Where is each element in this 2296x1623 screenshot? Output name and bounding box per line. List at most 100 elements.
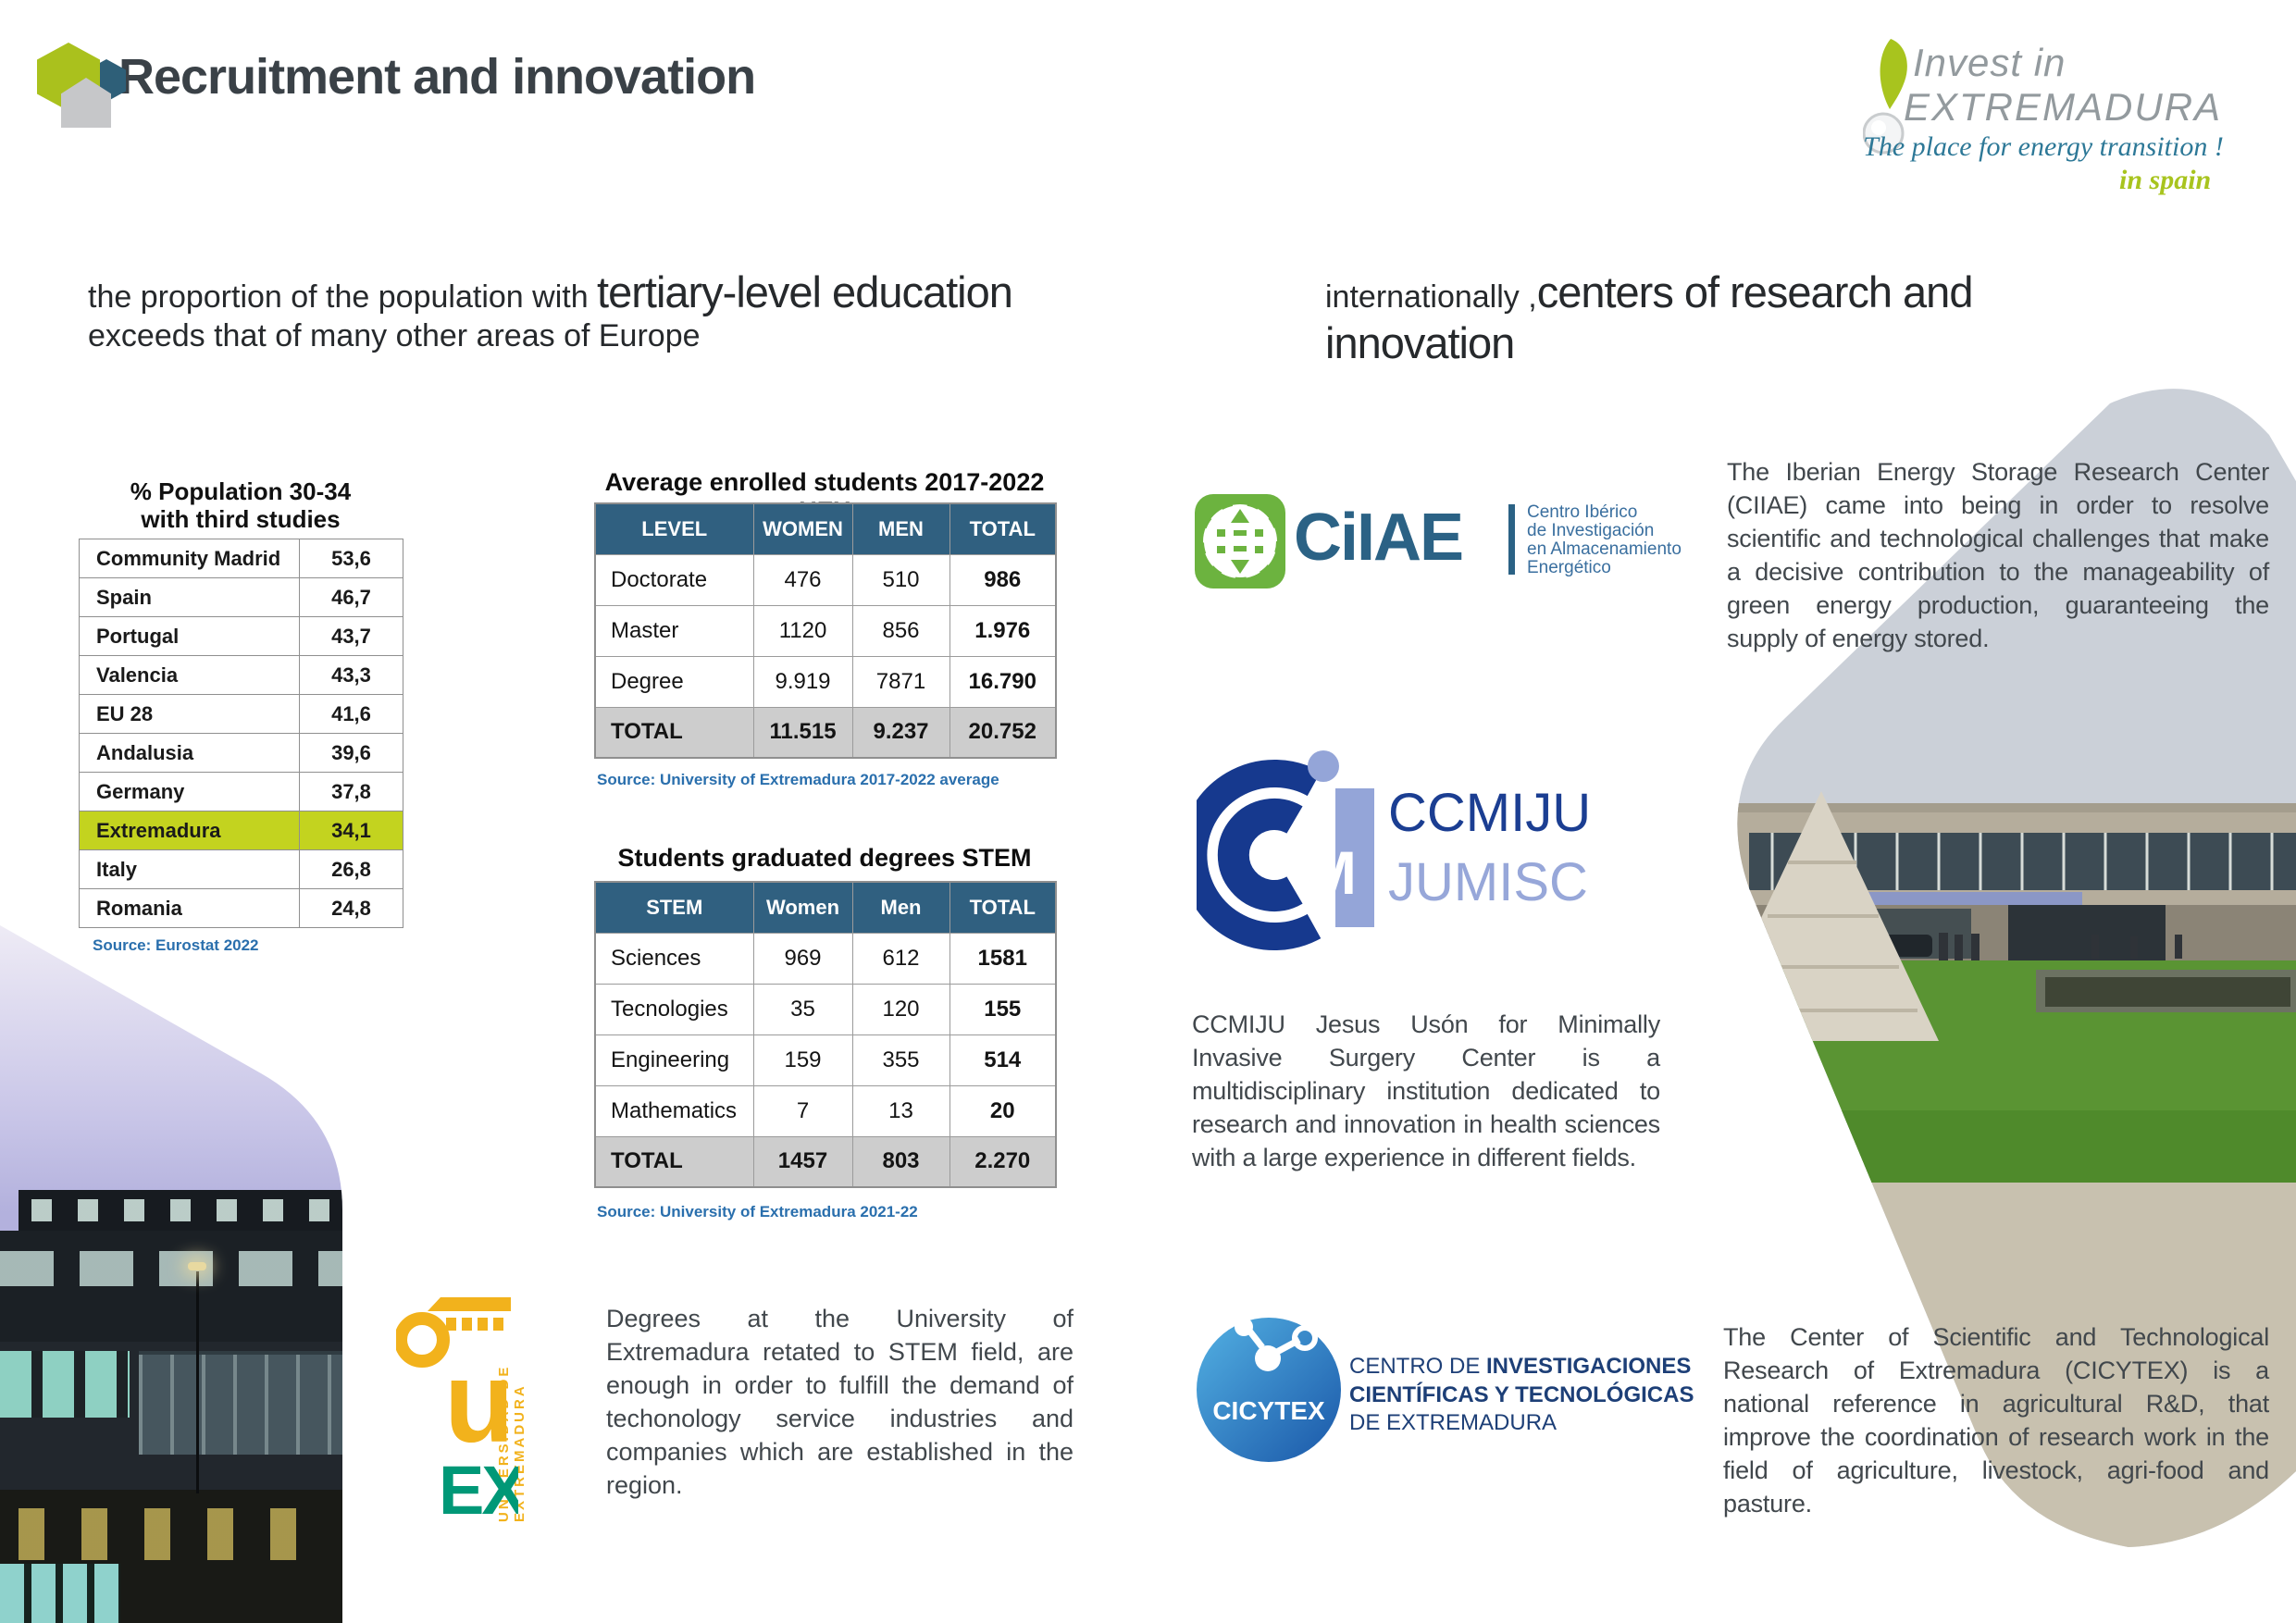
cicytex-name-part: CENTRO DE bbox=[1349, 1354, 1487, 1379]
population-table-title-line2: with third studies bbox=[141, 504, 341, 533]
table-header-row: STEM Women Men TOTAL bbox=[594, 881, 1057, 934]
cell: 9.237 bbox=[851, 706, 950, 759]
row-label: Andalusia bbox=[79, 733, 300, 773]
cell: Master bbox=[594, 604, 754, 657]
ciiae-name-line: de Investigación bbox=[1527, 520, 1655, 540]
table-row: Doctorate 476 510 986 bbox=[594, 553, 1057, 606]
photo-building-windows bbox=[0, 1251, 342, 1286]
ciiae-icon bbox=[1195, 494, 1285, 588]
cicytex-name-line: CIENTÍFICAS Y TECNOLÓGICAS bbox=[1349, 1381, 1694, 1410]
table-row: Valencia 43,3 bbox=[79, 655, 403, 695]
photo-building-windows bbox=[31, 1199, 333, 1221]
table-row: Andalusia 39,6 bbox=[79, 733, 403, 773]
cell: Degree bbox=[594, 655, 754, 708]
cicytex-name-part: CIENTÍFICAS Y TECNOLÓGICAS bbox=[1349, 1381, 1694, 1407]
cell: 7871 bbox=[851, 655, 950, 708]
cell: Mathematics bbox=[594, 1084, 754, 1137]
cell: Engineering bbox=[594, 1034, 754, 1086]
research-center-photo bbox=[1737, 389, 2296, 1548]
column-header: Women bbox=[752, 881, 853, 934]
row-label: Spain bbox=[79, 577, 300, 617]
photo-building-mid bbox=[0, 1231, 342, 1345]
cell: 856 bbox=[851, 604, 950, 657]
cicytex-name-part: INVESTIGACIONES bbox=[1486, 1354, 1692, 1379]
ciiae-divider bbox=[1508, 504, 1515, 575]
uex-paragraph: Degrees at the University of Extremadura… bbox=[606, 1305, 1074, 1499]
cell: 510 bbox=[851, 553, 950, 606]
cell: Doctorate bbox=[594, 553, 754, 606]
intro-right-small: internationally , bbox=[1325, 279, 1537, 315]
cell: 476 bbox=[752, 553, 853, 606]
column-header: TOTAL bbox=[949, 881, 1057, 934]
cell: 2.270 bbox=[949, 1135, 1057, 1188]
table-row: Mathematics 7 13 20 bbox=[594, 1084, 1057, 1137]
cicytex-circle-label: CICYTEX bbox=[1212, 1396, 1325, 1425]
invest-logo-text: EXTREMADURA bbox=[1904, 85, 2223, 129]
ccmiju-paragraph: CCMIJU Jesus Usón for Minimally Invasive… bbox=[1192, 1010, 1660, 1171]
cell: 1.976 bbox=[949, 604, 1057, 657]
cell: 7 bbox=[752, 1084, 853, 1137]
table-row: Engineering 159 355 514 bbox=[594, 1034, 1057, 1086]
column-header: STEM bbox=[594, 881, 754, 934]
cell: 1457 bbox=[752, 1135, 853, 1188]
population-table: Community Madrid 53,6 Spain 46,7 Portugal 4… bbox=[79, 539, 403, 928]
row-label: Extremadura bbox=[79, 811, 300, 850]
row-value: 24,8 bbox=[299, 888, 403, 928]
cell: 612 bbox=[851, 932, 950, 985]
table-row: Sciences 969 612 1581 bbox=[594, 932, 1057, 985]
cell: 35 bbox=[752, 983, 853, 1035]
campus-dusk-photo bbox=[0, 916, 352, 1623]
photo-lamp-light bbox=[188, 1262, 206, 1270]
ciiae-full-name: Centro Ibérico de Investigación en Almac… bbox=[1527, 503, 1682, 577]
cell: Tecnologies bbox=[594, 983, 754, 1035]
stem-table-title: Students graduated degrees STEM bbox=[617, 844, 1032, 872]
row-label: Romania bbox=[79, 888, 300, 928]
cell: 20.752 bbox=[949, 706, 1057, 759]
table-row: Degree 9.919 7871 16.790 bbox=[594, 655, 1057, 708]
row-value: 41,6 bbox=[299, 694, 403, 734]
exclamation-droplet-icon bbox=[1863, 39, 1907, 155]
row-label: EU 28 bbox=[79, 694, 300, 734]
column-header: LEVEL bbox=[594, 502, 754, 555]
stem-table-source: Source: University of Extremadura 2021-2… bbox=[597, 1203, 918, 1220]
table-header-row: LEVEL WOMEN MEN TOTAL bbox=[594, 502, 1057, 555]
photo-glass-band bbox=[0, 1564, 120, 1623]
invest-in-extremadura-logo: Invest in EXTREMADURA The place for ener… bbox=[1846, 28, 2281, 204]
row-value: 39,6 bbox=[299, 733, 403, 773]
photo-lamp-post bbox=[196, 1271, 199, 1493]
cell: 514 bbox=[949, 1034, 1057, 1086]
column-header: TOTAL bbox=[949, 502, 1057, 555]
invest-tagline: The place for energy transition ! bbox=[1863, 131, 2224, 162]
ciiae-name-line: en Almacenamiento bbox=[1527, 539, 1682, 559]
table-row: Spain 46,7 bbox=[79, 577, 403, 617]
table-row: Tecnologies 35 120 155 bbox=[594, 983, 1057, 1035]
photo-lit-windows bbox=[0, 1351, 130, 1418]
row-label: Germany bbox=[79, 772, 300, 812]
ccmiju-monogram-m: M bbox=[1306, 838, 1357, 907]
ciiae-name-line: Centro Ibérico bbox=[1527, 502, 1638, 522]
cell: 11.515 bbox=[752, 706, 853, 759]
row-value: 34,1 bbox=[299, 811, 403, 850]
intro-left-small2: exceeds that of many other areas of Euro… bbox=[88, 318, 701, 354]
table-row: Italy 26,8 bbox=[79, 849, 403, 889]
intro-right: internationally ,centers of research and… bbox=[1325, 266, 2075, 369]
uex-logo-ex: EX bbox=[439, 1452, 518, 1525]
row-value: 26,8 bbox=[299, 849, 403, 889]
cell: TOTAL bbox=[594, 706, 754, 759]
cell: 16.790 bbox=[949, 655, 1057, 708]
cell: 969 bbox=[752, 932, 853, 985]
enrolled-table-source: Source: University of Extremadura 2017-2… bbox=[597, 771, 999, 788]
table-total-row: TOTAL 11.515 9.237 20.752 bbox=[594, 706, 1057, 759]
intro-right-big: centers of research and innovation bbox=[1325, 267, 1973, 368]
row-value: 53,6 bbox=[299, 539, 403, 578]
row-value: 43,7 bbox=[299, 616, 403, 656]
table-row: Community Madrid 53,6 bbox=[79, 539, 403, 578]
jumisc-wordmark: JUMISC bbox=[1388, 852, 1588, 912]
cell: 20 bbox=[949, 1084, 1057, 1137]
table-row: Romania 24,8 bbox=[79, 888, 403, 928]
row-label: Italy bbox=[79, 849, 300, 889]
table-row-extremadura-highlight: Extremadura 34,1 bbox=[79, 811, 403, 850]
ciiae-paragraph: The Iberian Energy Storage Research Cent… bbox=[1727, 458, 2269, 652]
ciiae-name-line: Energético bbox=[1527, 557, 1611, 577]
cell: 1120 bbox=[752, 604, 853, 657]
